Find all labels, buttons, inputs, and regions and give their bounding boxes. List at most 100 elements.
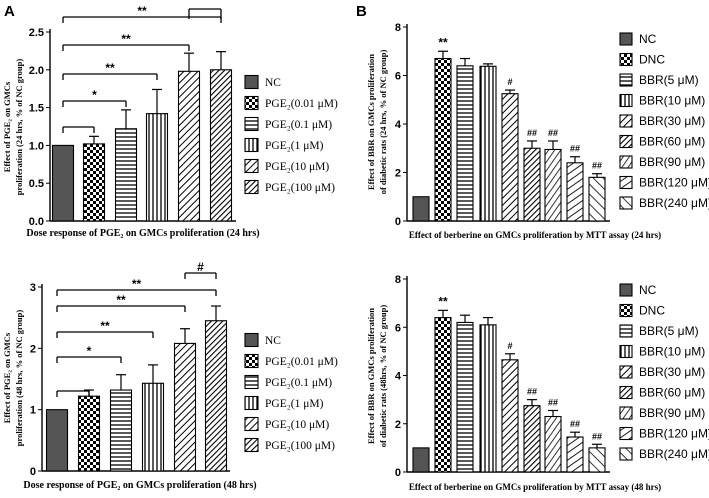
y-axis-title-line1: Effect of PGE₂ on GMCs <box>2 332 12 423</box>
significance-label: # <box>507 77 512 87</box>
y-axis-title-line2: proliferation (24 hrs, % of NC group) <box>14 59 24 196</box>
y-tick-label: 2.0 <box>29 65 44 77</box>
legend-label: BBR(10 μM) <box>639 94 705 108</box>
legend-label: BBR(120 μM) <box>639 427 709 441</box>
legend-swatch <box>244 416 259 432</box>
significance-label: ** <box>132 277 142 291</box>
significance-label: ** <box>100 319 110 333</box>
y-axis-title-line1: Effect of BBR on GMCs proliferation <box>366 54 376 190</box>
bar-2 <box>82 143 106 222</box>
y-axis-title-line2: of diabetic rats (24 hrs, % of NC group) <box>378 50 388 195</box>
legend-label: NC <box>265 77 281 89</box>
y-tick-label: 1.0 <box>29 140 44 152</box>
y-tick-label: 0 <box>395 467 401 479</box>
bar-7 <box>544 148 562 222</box>
y-tick-label: 2 <box>395 168 401 180</box>
legend-label: BBR(30 μM) <box>639 114 705 128</box>
bar-6 <box>523 405 541 473</box>
significance-label: ## <box>592 431 602 441</box>
x-axis-title: Effect of berberine on GMCs proliferatio… <box>409 482 661 492</box>
legend-swatch <box>619 134 633 149</box>
y-tick-label: 1 <box>30 405 36 417</box>
bar-8 <box>566 162 584 222</box>
bar-1 <box>412 196 430 222</box>
legend-swatch <box>619 344 633 359</box>
y-axis-title-line2: of diabetic rats (48hrs, % of NC group) <box>378 305 388 448</box>
bar-2 <box>77 395 101 472</box>
legend-label: PGE₂(1 μM) <box>265 398 324 410</box>
legend-label: BBR(30 μM) <box>639 365 705 379</box>
legend-swatch <box>244 116 259 132</box>
y-tick-label: 8 <box>395 22 401 34</box>
significance-label: ## <box>570 419 580 429</box>
x-axis-title: Dose response of PGE₂ on GMCs proliferat… <box>23 480 256 491</box>
legend-swatch <box>619 303 633 318</box>
bar-1 <box>45 409 69 472</box>
legend-swatch <box>619 196 633 210</box>
bar-1 <box>51 144 75 222</box>
y-tick-label: 4 <box>395 119 402 131</box>
legend-swatch <box>619 73 633 87</box>
legend-swatch <box>244 137 259 153</box>
bar-5 <box>177 70 201 222</box>
significance-label: ** <box>137 4 147 18</box>
y-axis-title-line1: Effect of BBR on GMCs proliferation <box>366 308 376 444</box>
y-tick-label: 2.5 <box>29 27 44 39</box>
legend-label: NC <box>639 32 657 46</box>
bar-5 <box>173 342 197 472</box>
y-tick-label: 0 <box>395 216 401 228</box>
legend-swatch <box>619 93 633 108</box>
legend-label: PGE₂(1 μM) <box>265 140 324 152</box>
significance-label: ## <box>548 128 558 138</box>
legend-swatch <box>244 437 259 453</box>
bar-4 <box>141 382 165 472</box>
significance-label: # <box>197 260 204 274</box>
legend-label: BBR(10 μM) <box>639 345 705 359</box>
y-tick-label: 0.5 <box>29 178 44 190</box>
panel-label-b: B <box>356 3 367 20</box>
y-tick-label: 2 <box>30 343 36 355</box>
legend-swatch <box>244 395 259 411</box>
legend-swatch <box>619 426 633 441</box>
legend-label: PGE₂(0.1 μM) <box>265 377 332 389</box>
legend-label: DNC <box>639 304 665 318</box>
legend-swatch <box>619 365 633 379</box>
x-axis-title: Effect of berberine on GMCs proliferatio… <box>409 230 661 240</box>
bar-4 <box>479 65 497 222</box>
significance-label: * <box>92 88 97 102</box>
legend-label: BBR(90 μM) <box>639 406 705 420</box>
y-tick-label: 6 <box>395 71 401 83</box>
legend-label: PGE₂(10 μM) <box>265 161 329 173</box>
bar-6 <box>523 147 541 222</box>
legend-label: DNC <box>639 53 665 67</box>
y-tick-label: 2 <box>395 419 401 431</box>
legend-label: BBR(240 μM) <box>639 447 709 461</box>
significance-label: ## <box>527 387 537 397</box>
legend-label: BBR(240 μM) <box>639 196 709 210</box>
bar-3 <box>456 65 474 222</box>
significance-label: ** <box>105 61 115 75</box>
significance-label: * <box>87 344 92 358</box>
legend-label: NC <box>265 335 281 347</box>
legend-label: BBR(120 μM) <box>639 176 709 190</box>
bar-3 <box>456 321 474 473</box>
significance-label: ** <box>116 293 126 307</box>
bar-2 <box>434 317 452 473</box>
significance-label: ** <box>438 35 448 49</box>
legend-swatch <box>619 283 633 297</box>
legend-label: PGE₂(100 μM) <box>265 440 335 452</box>
y-axis-title-line1: Effect of PGE₂ on GMCs <box>2 81 12 172</box>
legend-swatch <box>244 74 259 90</box>
significance-label: ## <box>527 128 537 138</box>
panel-label-a: A <box>4 3 15 20</box>
y-tick-label: 8 <box>395 274 401 286</box>
legend-label: BBR(5 μM) <box>639 324 699 338</box>
legend-swatch <box>619 32 633 46</box>
y-tick-label: 0.0 <box>29 216 44 228</box>
legend-swatch <box>619 385 633 400</box>
y-tick-label: 4 <box>395 371 402 383</box>
